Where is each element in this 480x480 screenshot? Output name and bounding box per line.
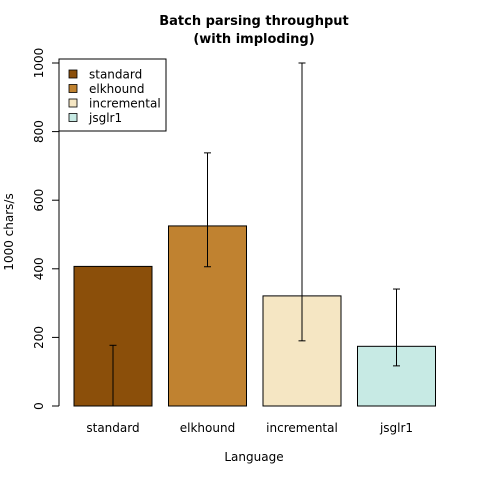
bars-layer: [73, 225, 436, 407]
legend-label-elkhound: elkhound: [89, 82, 144, 96]
legend-swatch-standard: [68, 69, 78, 79]
chart-title-line-2: (with imploding): [193, 32, 314, 47]
x-tick-labels: standard elkhound incremental jsglr1: [86, 421, 413, 435]
legend-label-jsglr1: jsglr1: [88, 111, 122, 125]
x-tick-label-standard: standard: [86, 421, 139, 435]
y-tick-label-600: 600: [32, 189, 46, 212]
error-bars-layer: [109, 62, 400, 407]
y-axis-label: 1000 chars/s: [2, 193, 16, 270]
y-tick-label-1000: 1000: [32, 48, 46, 79]
legend-label-standard: standard: [89, 68, 142, 82]
x-axis-label: Language: [224, 450, 283, 464]
y-tick-label-800: 800: [32, 120, 46, 143]
x-tick-label-incremental: incremental: [266, 421, 338, 435]
y-tick-label-200: 200: [32, 326, 46, 349]
legend-swatch-incremental: [68, 98, 78, 108]
legend-swatch-elkhound: [68, 84, 78, 93]
x-tick-label-elkhound: elkhound: [180, 421, 235, 435]
y-axis: 0 200 400 600 800 1000: [32, 48, 60, 410]
legend-swatch-jsglr1: [68, 113, 78, 122]
y-tick-label-0: 0: [32, 402, 46, 410]
y-tick-label-400: 400: [32, 257, 46, 280]
chart-title-line-1: Batch parsing throughput: [159, 14, 349, 29]
x-tick-label-jsglr1: jsglr1: [379, 421, 413, 435]
legend-label-incremental: incremental: [89, 97, 161, 111]
